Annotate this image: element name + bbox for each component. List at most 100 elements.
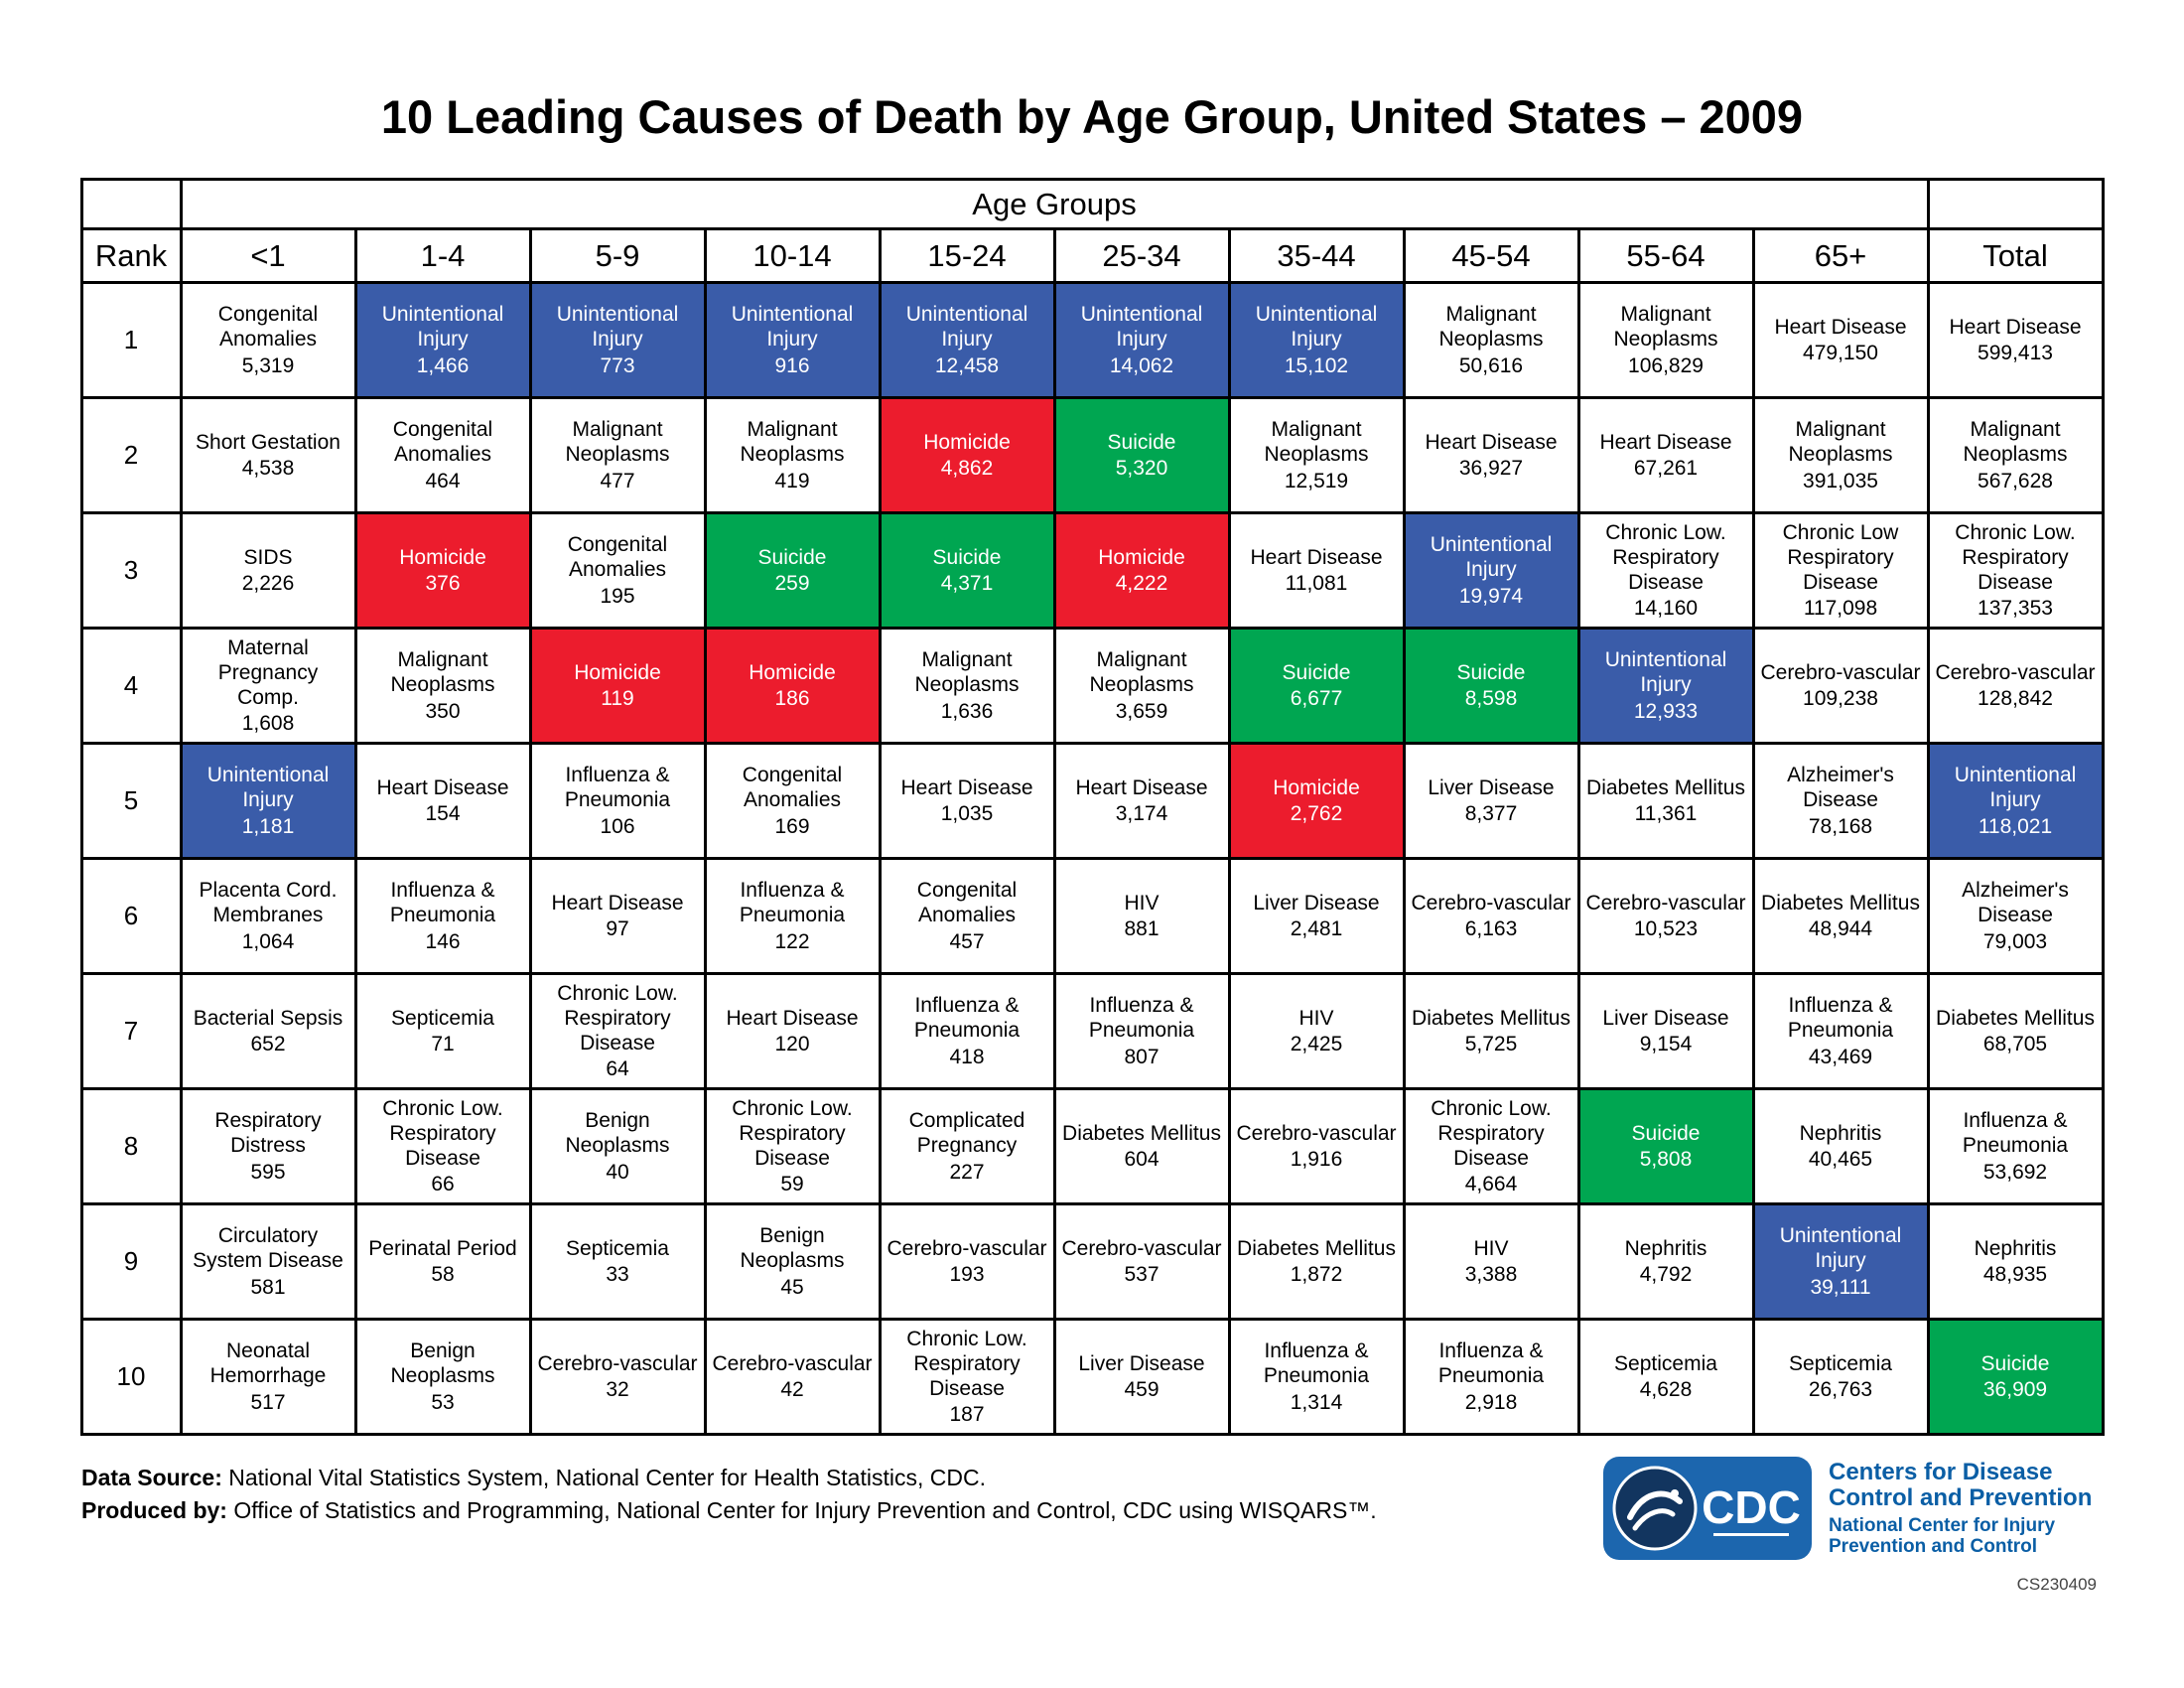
cause-name: Homicide: [923, 430, 1011, 454]
cause-cell: Neonatal Hemorrhage 517: [179, 1318, 357, 1436]
rank-cell: 5: [79, 742, 183, 860]
cause-name: Suicide: [757, 545, 827, 569]
table-body: 1 Congenital Anomalies 5,319 Unintentional …: [79, 281, 2105, 1436]
cause-value: 652: [250, 1033, 286, 1055]
cause-name: Cerebro-vascular: [1236, 1121, 1397, 1145]
cause-value: 5,725: [1464, 1033, 1518, 1055]
cause-cell: HIV 3,388: [1402, 1202, 1580, 1321]
cause-value: 2,918: [1464, 1390, 1518, 1414]
cause-name: Cerebro-vascular: [1061, 1236, 1222, 1260]
cause-value: 881: [1124, 917, 1160, 940]
cause-value: 71: [431, 1033, 455, 1055]
cause-name: Cerebro-vascular: [1585, 891, 1746, 914]
cause-cell: Suicide 4,371: [878, 511, 1056, 630]
cause-value: 1,636: [940, 699, 994, 723]
cause-name: Septicemia: [1614, 1351, 1717, 1375]
cause-name: Malignant Neoplasms: [1264, 418, 1369, 467]
corner-blank-left: [79, 178, 183, 230]
cause-value: 595: [250, 1160, 286, 1184]
cause-cell: Unintentional Injury 14,062: [1052, 281, 1231, 399]
cause-cell: Alzheimer's Disease 79,003: [1926, 857, 2105, 975]
cause-cell: Heart Disease 3,174: [1052, 742, 1231, 860]
cause-name: Septicemia: [1789, 1351, 1892, 1375]
cause-name: Malignant Neoplasms: [1963, 418, 2068, 467]
cause-value: 169: [774, 814, 810, 838]
cause-value: 43,469: [1808, 1045, 1873, 1068]
bottom-section: Data Source: National Vital Statistics S…: [81, 1456, 2103, 1595]
cause-name: Influenza & Pneumonia: [1962, 1109, 2069, 1158]
cause-value: 807: [1124, 1045, 1160, 1068]
cause-cell: Chronic Low. Respiratory Disease 59: [703, 1087, 882, 1205]
cause-value: 48,944: [1808, 917, 1873, 940]
cause-cell: Unintentional Injury 916: [703, 281, 882, 399]
cause-value: 537: [1124, 1263, 1160, 1286]
cause-cell: Chronic Low. Respiratory Disease 4,664: [1402, 1087, 1580, 1205]
cause-cell: Placenta Cord. Membranes 1,064: [179, 857, 357, 975]
cause-name: Placenta Cord. Membranes: [199, 879, 338, 927]
cause-cell: Suicide 6,677: [1227, 627, 1406, 745]
rank-cell: 9: [79, 1202, 183, 1321]
column-header-age-3: 10-14: [703, 227, 882, 284]
cause-name: Malignant Neoplasms: [565, 418, 670, 467]
cause-name: Homicide: [1273, 775, 1360, 799]
table-row: 10 Neonatal Hemorrhage 517 Benign Neoplasms…: [79, 1318, 2105, 1436]
cause-cell: Diabetes Mellitus 11,361: [1576, 742, 1755, 860]
cause-cell: Circulatory System Disease 581: [179, 1202, 357, 1321]
cause-name: Malignant Neoplasms: [914, 648, 1020, 697]
rank-cell: 1: [79, 281, 183, 399]
cause-cell: Diabetes Mellitus 604: [1052, 1087, 1231, 1205]
cause-name: Diabetes Mellitus: [1412, 1006, 1570, 1030]
cause-cell: Chronic Low. Respiratory Disease 64: [528, 972, 707, 1090]
cause-value: 97: [606, 917, 629, 940]
cause-cell: Heart Disease 67,261: [1576, 396, 1755, 514]
cause-cell: Alzheimer's Disease 78,168: [1751, 742, 1930, 860]
logo-row: CDC Centers for Disease Control and Prev…: [1602, 1456, 2097, 1561]
cause-name: Heart Disease: [726, 1006, 859, 1030]
cause-name: Unintentional Injury: [731, 303, 854, 352]
cause-cell: Suicide 5,808: [1576, 1087, 1755, 1205]
cause-name: Benign Neoplasms: [565, 1109, 670, 1158]
cause-cell: Cerebro-vascular 6,163: [1402, 857, 1580, 975]
table-head: Age Groups Rank <1 1-4 5-9 10-14 15-24 25-34 35-…: [79, 178, 2105, 284]
cause-cell: Unintentional Injury 773: [528, 281, 707, 399]
cause-name: HIV: [1124, 891, 1160, 914]
cause-cell: Benign Neoplasms 53: [353, 1318, 532, 1436]
cause-cell: Malignant Neoplasms 12,519: [1227, 396, 1406, 514]
cause-cell: Maternal Pregnancy Comp. 1,608: [179, 627, 357, 745]
cause-name: Heart Disease: [1949, 315, 2082, 339]
table-row: 3 SIDS 2,226 Homicide 376 Congenital Anomalie…: [79, 511, 2105, 630]
table-row: 1 Congenital Anomalies 5,319 Unintentional …: [79, 281, 2105, 399]
cause-name: Influenza & Pneumonia: [1088, 994, 1195, 1043]
cause-cell: Congenital Anomalies 5,319: [179, 281, 357, 399]
cause-value: 3,174: [1115, 802, 1168, 825]
cause-value: 376: [425, 572, 461, 595]
cause-value: 39,111: [1810, 1275, 1871, 1299]
cause-cell: Septicemia 71: [353, 972, 532, 1090]
document-code: CS230409: [2016, 1575, 2097, 1594]
cause-cell: Malignant Neoplasms 477: [528, 396, 707, 514]
cause-cell: Cerebro-vascular 10,523: [1576, 857, 1755, 975]
cause-value: 119: [601, 687, 634, 710]
cause-name: Suicide: [1631, 1121, 1701, 1145]
cause-cell: Unintentional Injury 1,466: [353, 281, 532, 399]
rank-cell: 2: [79, 396, 183, 514]
column-header-age-4: 15-24: [878, 227, 1056, 284]
cause-value: 40: [606, 1160, 629, 1184]
cause-value: 36,927: [1458, 457, 1524, 480]
cause-value: 916: [774, 353, 810, 377]
cause-name: Malignant Neoplasms: [1613, 303, 1718, 352]
cause-name: Diabetes Mellitus: [1761, 891, 1920, 914]
cause-value: 193: [949, 1263, 985, 1286]
cause-name: Heart Disease: [900, 775, 1033, 799]
cause-name: Homicide: [1098, 545, 1185, 569]
cause-name: Unintentional Injury: [381, 303, 504, 352]
cause-name: Diabetes Mellitus: [1586, 775, 1745, 799]
cause-name: Diabetes Mellitus: [1936, 1006, 2095, 1030]
cause-value: 67,261: [1633, 457, 1699, 480]
cause-name: Homicide: [749, 660, 836, 684]
cause-name: Alzheimer's Disease: [1962, 879, 2069, 927]
cause-name: Cerebro-vascular: [712, 1351, 873, 1375]
cause-name: Homicide: [574, 660, 661, 684]
table-row: 8 Respiratory Distress 595 Chronic Low. Res…: [79, 1087, 2105, 1205]
cause-value: 68,705: [1982, 1033, 2048, 1055]
